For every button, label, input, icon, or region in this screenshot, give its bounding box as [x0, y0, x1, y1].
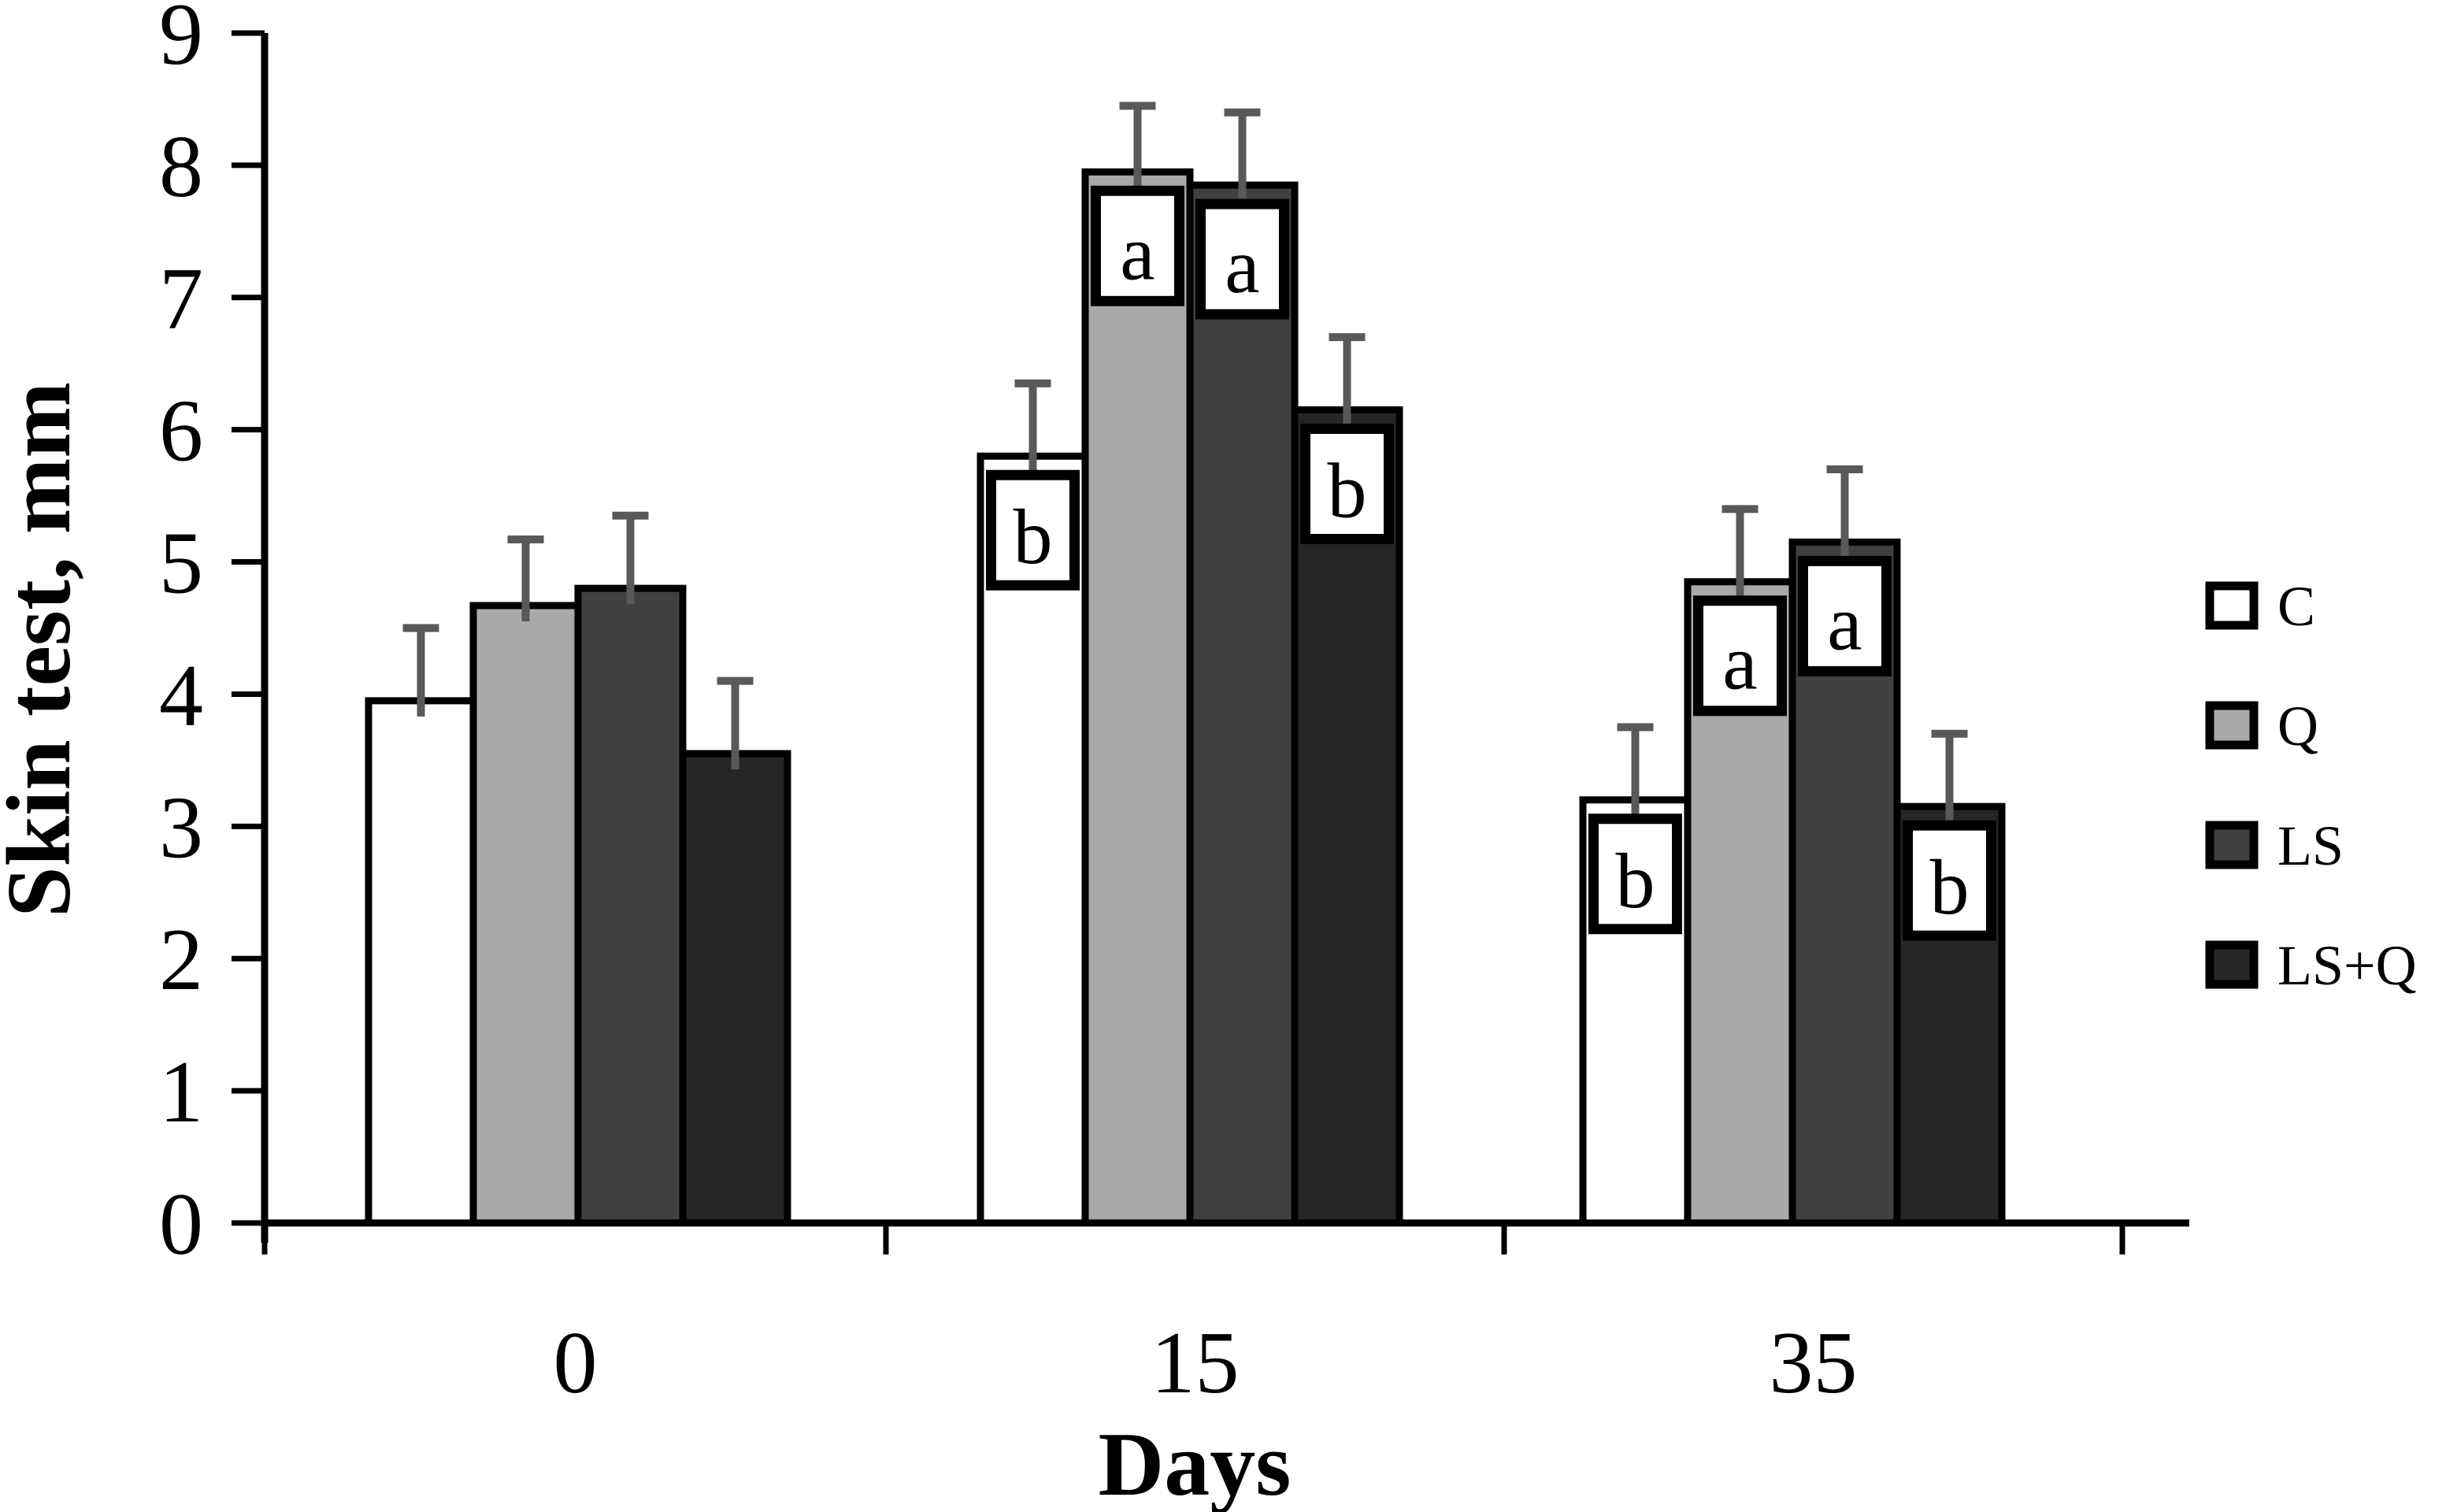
significance-letter-C-day15: b: [1014, 493, 1053, 580]
y-tick-label-3: 3: [159, 779, 203, 876]
y-axis-title: Skin test, mm: [0, 382, 90, 917]
bar-Q-day15: [1081, 168, 1194, 1227]
x-category-label-0: 0: [554, 1314, 598, 1412]
bar-LS-day0: [574, 584, 687, 1227]
bar-C-day0: [365, 697, 477, 1227]
x-category-label-15: 15: [1151, 1314, 1240, 1412]
x-category-label-35: 35: [1770, 1314, 1858, 1412]
significance-letter-LS+Q-day15: b: [1328, 447, 1367, 534]
significance-box-LS+Q-day35: [1903, 820, 1996, 941]
significance-letter-LS-day35: a: [1827, 579, 1862, 666]
bar-LS+Q-day0: [679, 750, 791, 1227]
bar-Q-day0: [469, 602, 582, 1227]
bar-LS-day15: [1186, 181, 1299, 1227]
y-tick-label-8: 8: [159, 118, 203, 216]
legend-label-LS+Q: LS+Q: [2277, 934, 2417, 997]
significance-box-C-day35: [1588, 813, 1682, 935]
significance-letter-Q-day35: a: [1722, 619, 1757, 706]
legend-swatch-LS: [2205, 821, 2259, 869]
y-tick-label-2: 2: [159, 911, 203, 1009]
legend-label-LS: LS: [2277, 814, 2344, 877]
significance-letter-LS-day15: a: [1225, 222, 1259, 309]
y-tick-label-7: 7: [159, 250, 203, 348]
y-tick-label-5: 5: [159, 515, 203, 613]
x-axis-title: Days: [1099, 1414, 1292, 1512]
legend-label-C: C: [2277, 575, 2315, 638]
y-tick-label-6: 6: [159, 383, 203, 480]
legend: CQ LS LS+Q: [2205, 575, 2417, 997]
error-bars-layer: [402, 102, 1968, 823]
legend-label-Q: Q: [2277, 695, 2318, 758]
axes-layer: 0 1 2 3 4 5 6 7 8 9 0 15 35: [159, 0, 2189, 1412]
bar-LS+Q-day15: [1291, 406, 1403, 1227]
y-tick-label-4: 4: [159, 647, 203, 744]
significance-letter-C-day35: b: [1616, 837, 1655, 925]
significance-box-Q-day35: [1693, 595, 1787, 717]
y-tick-label-0: 0: [159, 1176, 203, 1273]
legend-swatch-LS+Q: [2205, 940, 2259, 989]
significance-box-LS+Q-day15: [1300, 423, 1394, 544]
significance-box-LS-day15: [1195, 198, 1289, 320]
legend-swatch-C: [2205, 581, 2259, 630]
significance-box-C-day15: [986, 469, 1080, 591]
significance-box-Q-day15: [1091, 185, 1184, 306]
y-tick-label-1: 1: [159, 1043, 203, 1141]
legend-swatch-Q: [2205, 701, 2259, 750]
significance-box-LS-day35: [1798, 555, 1892, 676]
significance-letter-LS+Q-day35: b: [1930, 843, 1970, 931]
significance-letter-Q-day15: a: [1120, 209, 1154, 296]
y-tick-label-9: 9: [159, 0, 203, 83]
